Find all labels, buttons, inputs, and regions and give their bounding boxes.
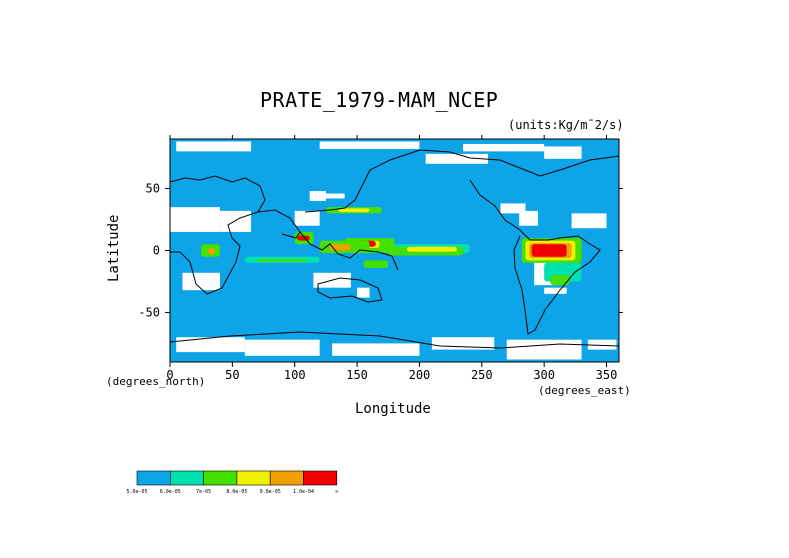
missing-data-area [519,210,538,226]
x-tick-label: 300 [533,368,555,382]
y-axis-label: Latitude [106,214,122,282]
x-axis-label: Longitude [355,401,431,417]
x-tick-label: 150 [346,368,368,382]
missing-data-area [219,210,252,232]
colorbar-swatch [170,470,204,486]
missing-data-area [294,210,320,226]
missing-data-area [319,141,420,149]
coastline [304,149,620,213]
missing-data-area [463,143,545,152]
missing-data-area [544,146,582,159]
missing-data-area [332,343,420,356]
missing-data-area [176,337,245,353]
missing-data-area [170,207,220,232]
chart-title: PRATE_1979-MAM_NCEP [260,88,499,112]
missing-data-area [544,287,567,294]
colorbar-swatch [203,470,238,486]
colorbar-swatch [269,470,304,486]
colorbar-swatch [303,470,338,486]
y-tick-label: 50 [146,182,160,196]
missing-data-area [182,272,220,291]
x-tick-label: 200 [409,368,431,382]
precipitation-band [207,248,215,255]
colorbar-label: 6.0e-05 [160,489,181,495]
coastline [257,209,301,239]
longitude-units-note: (degrees_east) [538,384,631,397]
colorbar-swatch [236,470,271,486]
missing-data-area [506,339,582,360]
missing-data-area [587,339,617,350]
precipitation-band [257,259,308,262]
missing-data-area [309,191,326,201]
y-tick-label: 0 [153,244,160,258]
coastline [469,179,601,335]
colorbar-label: 9.0e-05 [260,489,281,495]
latitude-units-note: (degrees_north) [106,375,206,388]
missing-data-area [357,287,370,298]
precipitation-band [531,244,567,257]
x-tick-label: 100 [284,368,306,382]
x-tick-label: 50 [225,368,239,382]
precipitation-band [338,208,370,213]
colorbar-label: 5.0e-05 [126,489,147,495]
coastline [317,277,383,303]
missing-data-area [325,193,345,199]
missing-data-area [425,153,489,164]
coastline [299,231,399,271]
precipitation-band [406,246,457,252]
colorbar-swatch [136,470,171,486]
precipitation-band [329,244,351,251]
missing-data-area [176,141,252,152]
coastline [169,175,266,295]
x-tick-label: 0 [166,368,173,382]
missing-data-area [571,213,607,229]
x-tick-label: 250 [471,368,493,382]
units-label: (units:Kg/m¯2/s) [508,118,624,132]
precipitation-band [363,260,389,268]
colorbar-label: ∞ [335,489,338,495]
x-tick-label: 350 [596,368,618,382]
missing-data-area [244,339,320,356]
missing-data-area [500,203,526,214]
colorbar-label: 1.0e-04 [293,489,314,495]
colorbar-label: 7e-05 [196,489,211,495]
precipitation-band [550,275,570,286]
colorbar-label: 8.0e-05 [226,489,247,495]
coastline [169,331,620,349]
y-tick-label: -50 [138,305,160,319]
